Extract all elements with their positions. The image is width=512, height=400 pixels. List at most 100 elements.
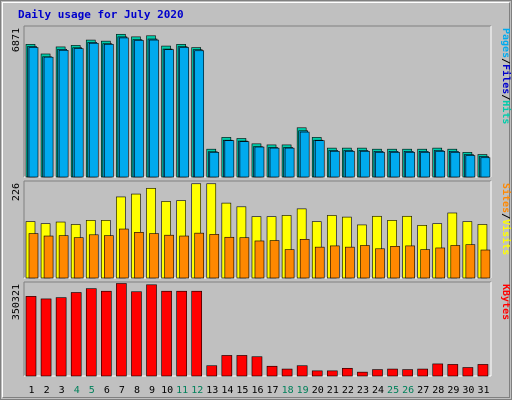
- pages-bar: [224, 140, 235, 178]
- pages-bar: [450, 152, 461, 178]
- x-tick-label: 19: [297, 385, 309, 396]
- sites-bar: [194, 232, 205, 279]
- pages-bar: [269, 147, 280, 178]
- kbytes-bar: [432, 363, 444, 377]
- legend-item-hits: Hits: [500, 100, 512, 124]
- kbytes-bar: [146, 284, 157, 377]
- legend-2: Sites/Visits: [500, 183, 512, 255]
- pages-bar: [28, 47, 39, 178]
- kbytes-bar: [266, 365, 278, 377]
- x-tick-label: 5: [89, 385, 95, 396]
- kbytes-bar: [326, 370, 338, 377]
- kbytes-bar: [311, 370, 323, 377]
- legend-item-pages: Pages: [500, 28, 511, 58]
- sites-bar: [435, 247, 446, 279]
- pages-bar: [465, 155, 476, 178]
- x-tick-label: 21: [327, 385, 339, 396]
- kbytes-bar: [462, 367, 474, 377]
- sites-bar: [465, 244, 476, 279]
- sites-bar: [43, 235, 54, 279]
- kbytes-bar: [372, 369, 383, 377]
- x-tick-label: 13: [206, 385, 218, 396]
- sites-bar: [269, 240, 280, 279]
- sites-bar: [28, 233, 39, 279]
- x-tick-label: 28: [432, 385, 444, 396]
- sites-bar: [119, 228, 129, 279]
- sites-bar: [149, 233, 159, 279]
- pages-bar: [420, 152, 430, 178]
- x-tick-label: 23: [357, 385, 369, 396]
- sites-bar: [405, 245, 415, 279]
- x-tick-label: 14: [221, 385, 233, 396]
- pages-bar: [329, 151, 340, 178]
- pages-bar: [239, 141, 250, 178]
- kbytes-bar: [176, 290, 187, 377]
- pages-bar: [58, 50, 69, 178]
- x-tick-label: 12: [191, 385, 203, 396]
- pages-bar: [119, 37, 129, 178]
- sites-bar: [209, 234, 220, 279]
- pages-bar: [164, 49, 174, 178]
- kbytes-bar: [70, 292, 82, 377]
- legend-item-visits: Visits: [500, 219, 512, 255]
- pages-bar: [104, 44, 114, 178]
- pages-bar: [88, 42, 99, 178]
- legend-1: Pages/Files/Hits: [500, 28, 512, 124]
- sites-bar: [134, 232, 144, 279]
- kbytes-bar: [206, 365, 218, 377]
- y-max-label-3: 350321: [11, 284, 22, 320]
- x-tick-label: 3: [59, 385, 65, 396]
- kbytes-bar: [357, 371, 368, 377]
- x-tick-label: 31: [477, 385, 489, 396]
- pages-bar: [179, 47, 189, 178]
- y-max-label-1: 6871: [11, 28, 22, 52]
- kbytes-bar: [161, 290, 172, 377]
- pages-bar: [375, 152, 385, 178]
- x-tick-label: 1: [29, 385, 35, 396]
- pages-bar: [43, 56, 54, 178]
- sites-bar: [254, 240, 265, 279]
- sites-bar: [299, 239, 310, 279]
- x-tick-label: 10: [161, 385, 173, 396]
- pages-bar: [284, 147, 295, 178]
- sites-bar: [284, 249, 295, 279]
- pages-bar: [345, 151, 355, 178]
- kbytes-bar: [342, 367, 353, 377]
- x-tick-label: 6: [104, 385, 110, 396]
- x-tick-label: 25: [387, 385, 399, 396]
- kbytes-bar: [221, 355, 233, 377]
- sites-bar: [58, 235, 69, 279]
- sites-bar: [164, 234, 174, 279]
- pages-bar: [73, 48, 84, 178]
- kbytes-bar: [116, 283, 127, 377]
- pages-bar: [194, 50, 205, 178]
- kbytes-bar: [477, 364, 489, 377]
- x-tick-label: 4: [74, 385, 80, 396]
- pages-bar: [209, 152, 220, 178]
- sites-bar: [360, 245, 370, 279]
- kbytes-bar: [447, 364, 459, 377]
- sites-bar: [450, 245, 461, 279]
- legend-separator: /: [500, 58, 511, 64]
- sites-bar: [480, 249, 491, 279]
- x-tick-label: 30: [462, 385, 474, 396]
- kbytes-bar: [236, 355, 248, 377]
- x-tick-label: 20: [312, 385, 324, 396]
- legend-item-files: Files: [500, 64, 512, 94]
- pages-bar: [149, 39, 159, 178]
- sites-bar: [104, 235, 114, 279]
- x-tick-label: 26: [402, 385, 414, 396]
- x-tick-label: 11: [176, 385, 188, 396]
- kbytes-bar: [191, 290, 203, 377]
- x-tick-label: 22: [342, 385, 354, 396]
- kbytes-bar: [251, 356, 263, 377]
- kbytes-bar: [55, 297, 67, 377]
- sites-bar: [314, 246, 325, 279]
- x-tick-label: 15: [236, 385, 248, 396]
- x-tick-label: 18: [282, 385, 294, 396]
- pages-bar: [254, 146, 265, 178]
- x-tick-label: 16: [251, 385, 263, 396]
- kbytes-bar: [387, 368, 398, 377]
